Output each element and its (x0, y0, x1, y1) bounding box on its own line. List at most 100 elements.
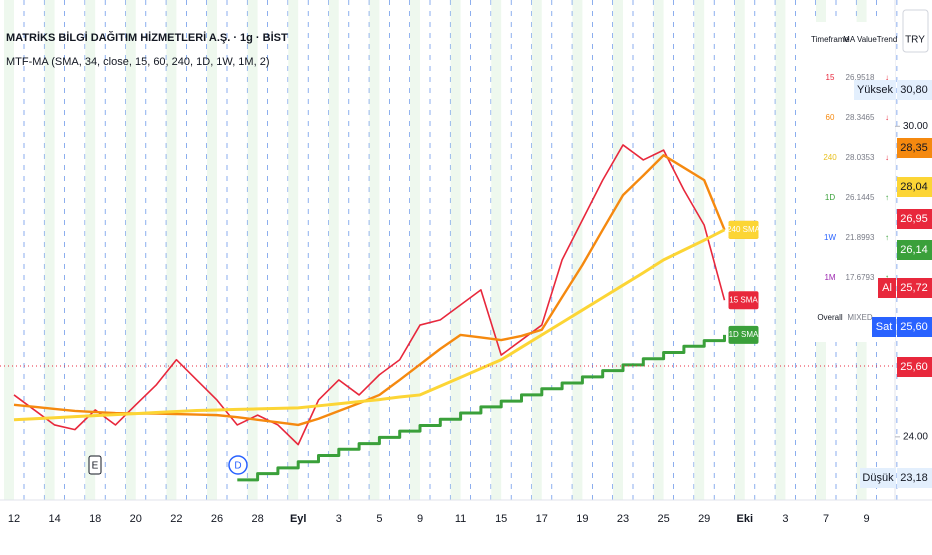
price-tag-bg (897, 80, 932, 100)
table-cell: 21.8993 (846, 233, 875, 242)
session-band (288, 0, 299, 500)
price-tag-label: Sat (876, 321, 893, 333)
price-tag-bg (897, 240, 932, 260)
table-cell: 1D (825, 193, 835, 202)
x-tick-label: 9 (864, 513, 870, 525)
table-header: Timeframe (811, 35, 849, 44)
x-tick-label: 11 (455, 513, 466, 525)
price-tag-label-bg (854, 80, 896, 100)
session-bands (4, 0, 898, 500)
y-tick-label: 30.00 (903, 121, 928, 132)
table-cell: 26.9518 (846, 73, 875, 82)
x-tick-label: 19 (576, 513, 588, 525)
session-band (410, 0, 420, 500)
session-band (450, 0, 461, 500)
table-cell: 26.1445 (846, 193, 875, 202)
price-tag: 28,35 (900, 142, 928, 154)
x-tick-label: 26 (211, 513, 223, 525)
table-cell: ↑ (885, 193, 889, 202)
session-band (613, 0, 623, 500)
ma-line (13, 144, 726, 446)
session-band (653, 0, 664, 500)
session-band (369, 0, 380, 500)
ma-line (13, 228, 726, 422)
x-tick-label: 17 (536, 513, 548, 525)
table-cell: ↓ (885, 113, 889, 122)
y-tick-label: 24.00 (903, 432, 928, 443)
price-tag-bg (897, 468, 932, 488)
x-tick-label: 29 (698, 513, 710, 525)
x-tick-label: 20 (130, 513, 142, 525)
x-tick-label: 12 (8, 513, 20, 525)
x-tick-label: 9 (417, 513, 423, 525)
price-tag-label-bg (872, 317, 896, 337)
currency[interactable]: TRY (905, 35, 925, 46)
chart-title: MATRİKS BİLGİ DAĞITIM HİZMETLERİ A.Ş. · … (6, 31, 288, 44)
indicator-subtitle: MTF-MA (SMA, 34, close, 15, 60, 240, 1D,… (6, 56, 269, 68)
table-cell: MIXED (847, 313, 873, 322)
price-tag: 26,95 (900, 213, 928, 225)
x-tick-label: 14 (48, 513, 60, 525)
table-cell: 1M (824, 273, 835, 282)
price-tag-bg (897, 317, 932, 337)
price-tag-label-bg (860, 468, 896, 488)
price-tag-label: Düşük (862, 472, 894, 484)
session-band (491, 0, 502, 500)
x-tick-label: Eki (737, 513, 754, 525)
session-band (734, 0, 745, 500)
line-tag-bg (728, 291, 759, 310)
plot (13, 144, 726, 482)
price-tag-label: Yüksek (857, 84, 894, 96)
event-marker-bg (88, 455, 102, 475)
x-tick-label: 23 (617, 513, 629, 525)
session-band (85, 0, 96, 500)
x-tick-label: 7 (823, 513, 829, 525)
session-band (125, 0, 136, 500)
session-band (166, 0, 177, 500)
table-cell: 15 (826, 73, 835, 82)
line-tag-bg (728, 325, 759, 344)
price-tag-bg (897, 177, 932, 197)
price-tag: 23,18 (900, 472, 928, 484)
price-tag: 28,04 (900, 181, 928, 193)
table-cell: 240 (823, 153, 837, 162)
event-marker: E (92, 461, 99, 472)
x-tick-label: 25 (657, 513, 669, 525)
table-header: MA Value (843, 35, 877, 44)
x-tick-label: 15 (495, 513, 507, 525)
session-band (572, 0, 583, 500)
x-tick-label: 18 (89, 513, 101, 525)
session-band (4, 0, 14, 500)
line-tag-bg (728, 220, 759, 239)
session-band (207, 0, 217, 500)
ma-line (237, 334, 726, 482)
x-tick-label: 22 (170, 513, 182, 525)
session-band (44, 0, 55, 500)
event-marker: D (234, 461, 241, 472)
line-tag: 15 SMA (729, 295, 758, 304)
session-band (775, 0, 786, 500)
line-tag: 1D SMA (729, 330, 759, 339)
price-tag: 25,60 (900, 361, 928, 373)
table-cell: ↓ (885, 153, 889, 162)
x-tick-label: 3 (782, 513, 788, 525)
line-tag: 240 SMA (727, 225, 761, 234)
price-tag-bg (897, 209, 932, 229)
event-marker-bg (228, 455, 248, 475)
table-cell: ↑ (885, 273, 889, 282)
table-cell: 60 (826, 113, 835, 122)
price-tag: 26,14 (900, 244, 928, 256)
session-band (328, 0, 339, 500)
table-cell: 28.0353 (846, 153, 875, 162)
currency-button[interactable] (902, 9, 929, 53)
x-tick-label: 5 (376, 513, 382, 525)
x-tick-label: 3 (336, 513, 342, 525)
x-tick-label: Eyl (290, 513, 307, 525)
session-band (694, 0, 705, 500)
table-cell: 17.6793 (846, 273, 875, 282)
table-cell: ↑ (885, 233, 889, 242)
price-tag: 30,80 (900, 84, 928, 96)
table-cell: 28.3465 (846, 113, 875, 122)
